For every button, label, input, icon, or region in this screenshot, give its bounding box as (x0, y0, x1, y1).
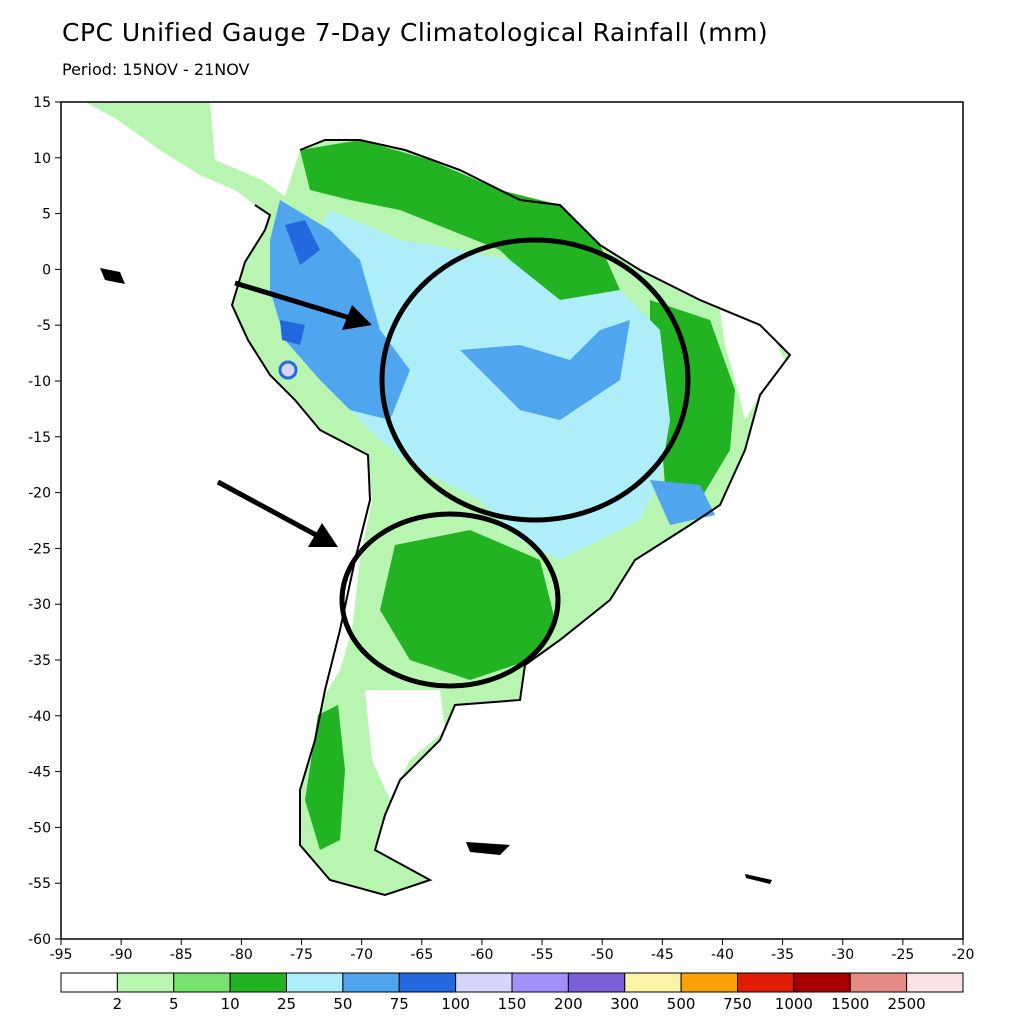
zone-10-25-la-plata (380, 530, 555, 680)
lat-tick-label: -50 (28, 820, 51, 836)
colorbar-label: 5 (169, 995, 179, 1013)
south-georgia-island (745, 874, 772, 884)
colorbar-label: 200 (554, 995, 583, 1013)
colorbar-swatch (511, 972, 569, 993)
lon-tick-label: -20 (952, 947, 975, 963)
lat-tick-label: -40 (28, 709, 51, 725)
lat-tick-label: -15 (28, 430, 51, 446)
lon-tick-label: -70 (350, 947, 373, 963)
colorbar: 2 5 10 25 50 75 100 150 200 300 500 750 1000 1500 2500 (60, 972, 964, 1013)
lon-tick-label: -25 (891, 947, 914, 963)
lon-tick-label: -95 (50, 947, 73, 963)
lat-tick-label: 10 (33, 151, 51, 167)
lon-tick-label: -80 (230, 947, 253, 963)
colorbar-swatch (624, 972, 682, 993)
lon-tick-label: -40 (711, 947, 734, 963)
colorbar-label: 100 (441, 995, 470, 1013)
lat-tick-label: -45 (28, 765, 51, 781)
colorbar-swatch (60, 972, 118, 993)
lon-tick-label: -85 (170, 947, 193, 963)
colorbar-label: 10 (221, 995, 240, 1013)
arrow-to-la-plata (216, 479, 338, 547)
colorbar-label: 50 (333, 995, 352, 1013)
lon-tick-label: -50 (591, 947, 614, 963)
period-subtitle: Period: 15NOV - 21NOV (62, 60, 250, 79)
lat-tick-label: -25 (28, 541, 51, 557)
zone-50-75-southeast (650, 480, 715, 525)
colorbar-swatch (116, 972, 175, 993)
lat-tick-label: -5 (37, 318, 51, 334)
lat-tick-label: -60 (28, 932, 51, 948)
dry-zone-patagonia (365, 690, 445, 800)
colorbar-label: 750 (723, 995, 752, 1013)
lon-tick-label: -60 (470, 947, 493, 963)
colorbar-swatch (286, 972, 344, 993)
amazon-basin-circle (379, 237, 691, 523)
lat-tick-label: -10 (28, 374, 51, 390)
lat-tick-label: -20 (28, 486, 51, 502)
zone-100-150-spot (278, 360, 298, 380)
colorbar-swatch (737, 972, 795, 993)
colorbar-label: 25 (277, 995, 296, 1013)
galapagos-islands (100, 268, 125, 284)
rainfall-fill-layer (85, 102, 790, 895)
colorbar-label: 300 (610, 995, 639, 1013)
colorbar-label: 2 (113, 995, 123, 1013)
colorbar-swatch (398, 972, 457, 993)
colorbar-label: 1500 (831, 995, 869, 1013)
lat-tick-label: 0 (42, 262, 51, 278)
colorbar-swatch (793, 972, 851, 993)
colorbar-label: 1000 (775, 995, 813, 1013)
colorbar-label: 2500 (888, 995, 926, 1013)
dry-zone-andes (310, 430, 372, 700)
colorbar-label: 75 (390, 995, 409, 1013)
zone-10-25-east-brazil (650, 300, 735, 500)
colorbar-swatch (455, 972, 513, 993)
zone-25-50-amazon (300, 210, 670, 560)
lat-tick-label: -35 (28, 653, 51, 669)
arrow-to-amazon (234, 280, 372, 330)
map-frame (60, 101, 964, 940)
lat-tick-label: -30 (28, 597, 51, 613)
zone-75-100-peru (280, 220, 320, 345)
colorbar-swatch (680, 972, 738, 993)
dry-zone-northeast-brazil (720, 310, 785, 420)
lon-tick-label: -30 (831, 947, 854, 963)
lat-tick-label: 5 (42, 207, 51, 223)
colorbar-swatch (567, 972, 626, 993)
colorbar-label: 150 (498, 995, 527, 1013)
lat-tick-label: -55 (28, 876, 51, 892)
lon-tick-label: -55 (531, 947, 554, 963)
lat-tick-label: 15 (33, 95, 51, 111)
colorbar-label: 500 (667, 995, 696, 1013)
lon-tick-label: -90 (110, 947, 133, 963)
falkland-islands (466, 842, 510, 855)
colorbar-swatch (342, 972, 400, 993)
colorbar-swatch (906, 972, 964, 993)
lon-tick-label: -65 (410, 947, 433, 963)
chart-title: CPC Unified Gauge 7-Day Climatological R… (62, 18, 769, 47)
colorbar-swatch (229, 972, 287, 993)
la-plata-basin-circle (339, 511, 561, 689)
zone-50-75-central-brazil (460, 320, 630, 420)
lon-tick-label: -35 (771, 947, 794, 963)
map-axes: -95 -90 -85 -80 -75 -70 -65 -60 -55 -50 -45 -40 -35-… (28, 95, 974, 963)
colorbar-swatch (173, 972, 231, 993)
colorbar-swatch (849, 972, 908, 993)
coastline (230, 139, 792, 897)
lon-tick-label: -45 (651, 947, 674, 963)
lon-tick-label: -75 (290, 947, 313, 963)
zone-10-25-guianas (300, 140, 620, 310)
